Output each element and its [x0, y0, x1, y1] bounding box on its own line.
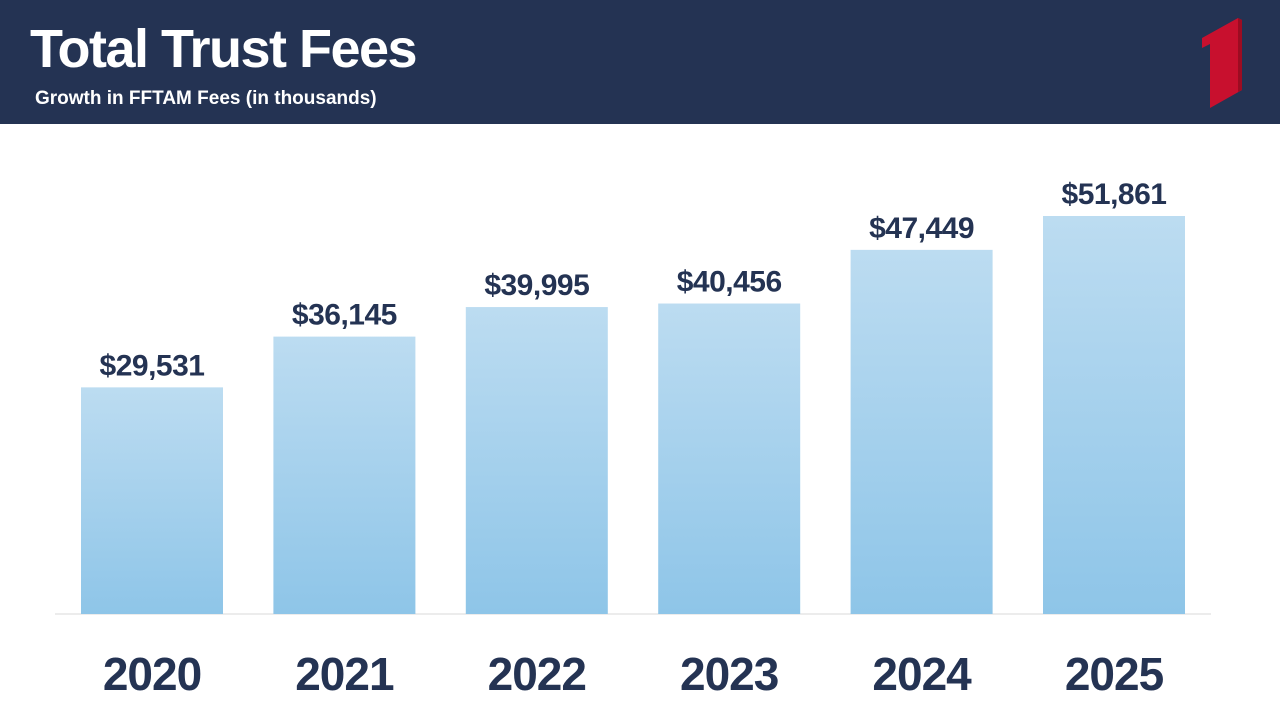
data-label-2022: $39,995 — [484, 269, 589, 302]
data-label-2021: $36,145 — [292, 299, 397, 332]
bar-2022 — [465, 307, 608, 614]
page-subtitle: Growth in FFTAM Fees (in thousands) — [35, 88, 377, 109]
x-tick-label-2025: 2025 — [1065, 648, 1164, 700]
bar-2020 — [81, 387, 223, 614]
x-tick-label-2020: 2020 — [103, 648, 201, 700]
bar-2024 — [850, 249, 993, 614]
data-label-2023: $40,456 — [677, 266, 782, 299]
x-tick-label-2022: 2022 — [488, 648, 586, 700]
data-label-2020: $29,531 — [100, 349, 205, 382]
bar-2025 — [1043, 216, 1185, 614]
header-banner: Total Trust Fees Growth in FFTAM Fees (i… — [0, 0, 1280, 124]
x-tick-label-2023: 2023 — [680, 648, 778, 700]
data-label-2025: $51,861 — [1062, 178, 1167, 211]
bars-layer: $29,531 2020 $36,145 2021 $39,995 2022 $40,456… — [81, 178, 1185, 700]
x-tick-label-2024: 2024 — [872, 648, 972, 700]
bar-2021 — [273, 336, 416, 614]
page-title: Total Trust Fees — [30, 19, 418, 79]
red-numeral-one-logo-icon — [1202, 18, 1242, 108]
data-label-2024: $47,449 — [869, 212, 974, 245]
bar-2023 — [658, 303, 801, 614]
x-tick-label-2021: 2021 — [295, 648, 394, 700]
